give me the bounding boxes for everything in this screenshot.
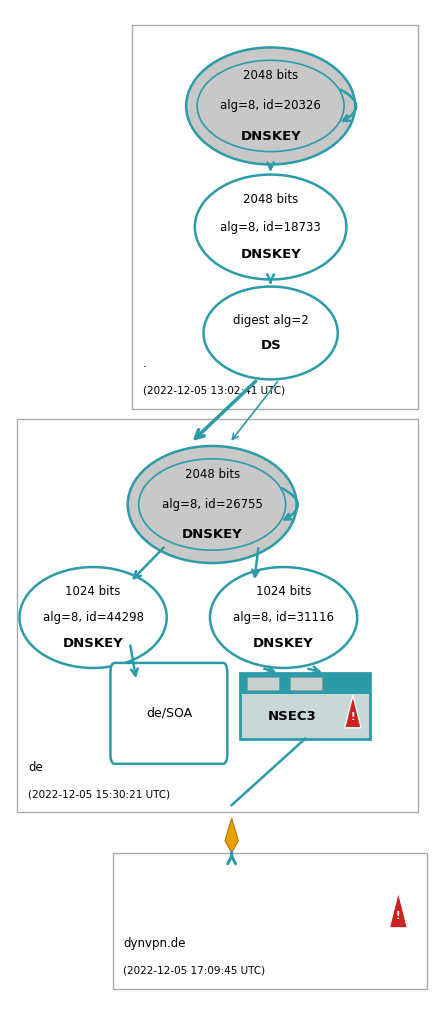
Text: digest alg=2: digest alg=2 <box>233 315 308 327</box>
Bar <box>240 673 370 694</box>
Text: DS: DS <box>260 339 281 351</box>
Text: 1024 bits: 1024 bits <box>65 585 121 597</box>
Text: alg=8, id=26755: alg=8, id=26755 <box>162 498 262 511</box>
FancyBboxPatch shape <box>17 419 418 812</box>
Text: (2022-12-05 17:09:45 UTC): (2022-12-05 17:09:45 UTC) <box>123 966 265 976</box>
Ellipse shape <box>204 287 338 379</box>
Text: DNSKEY: DNSKEY <box>240 248 301 260</box>
Polygon shape <box>225 818 238 853</box>
Bar <box>247 677 279 690</box>
FancyBboxPatch shape <box>132 25 418 409</box>
Ellipse shape <box>186 47 355 164</box>
Ellipse shape <box>128 446 297 563</box>
Text: de/SOA: de/SOA <box>146 707 192 719</box>
Text: .: . <box>143 357 147 370</box>
Text: DNSKEY: DNSKEY <box>240 130 301 143</box>
Text: (2022-12-05 15:30:21 UTC): (2022-12-05 15:30:21 UTC) <box>28 789 170 799</box>
Text: DNSKEY: DNSKEY <box>253 638 314 650</box>
Polygon shape <box>345 695 361 727</box>
Text: alg=8, id=44298: alg=8, id=44298 <box>42 611 144 624</box>
Text: 2048 bits: 2048 bits <box>184 467 240 480</box>
FancyBboxPatch shape <box>110 663 227 764</box>
Text: !: ! <box>396 911 401 921</box>
Text: 2048 bits: 2048 bits <box>243 69 298 82</box>
Ellipse shape <box>195 175 346 279</box>
Text: 2048 bits: 2048 bits <box>243 194 298 206</box>
Text: alg=8, id=18733: alg=8, id=18733 <box>220 221 321 233</box>
Text: 1024 bits: 1024 bits <box>256 585 311 597</box>
Text: dynvpn.de: dynvpn.de <box>123 937 186 950</box>
Polygon shape <box>389 892 407 928</box>
Ellipse shape <box>210 567 357 668</box>
Ellipse shape <box>19 567 167 668</box>
Bar <box>290 677 322 690</box>
Text: !: ! <box>351 712 355 722</box>
Text: de: de <box>28 761 43 774</box>
Text: DNSKEY: DNSKEY <box>182 529 242 542</box>
FancyBboxPatch shape <box>113 853 427 989</box>
Text: (2022-12-05 13:02:41 UTC): (2022-12-05 13:02:41 UTC) <box>143 385 285 396</box>
Text: alg=8, id=20326: alg=8, id=20326 <box>220 100 321 112</box>
Text: NSEC3: NSEC3 <box>268 709 317 722</box>
Bar <box>240 673 370 739</box>
Text: DNSKEY: DNSKEY <box>63 638 123 650</box>
Text: alg=8, id=31116: alg=8, id=31116 <box>233 611 334 624</box>
